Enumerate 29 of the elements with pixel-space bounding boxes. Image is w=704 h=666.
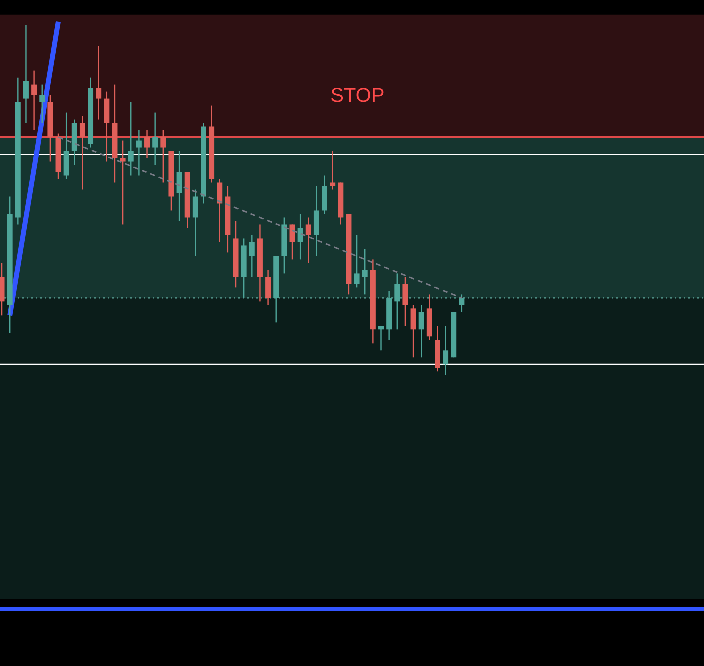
candlestick	[354, 234, 360, 288]
candlestick	[40, 84, 46, 124]
candlestick	[152, 112, 158, 166]
candlestick	[362, 248, 368, 296]
candlestick	[298, 214, 304, 260]
candlestick	[443, 326, 449, 376]
candlestick	[80, 116, 86, 190]
candlestick	[459, 294, 465, 313]
candlestick	[120, 140, 126, 226]
candlestick	[418, 304, 424, 358]
candlestick	[23, 24, 29, 124]
band-label: STOP	[332, 88, 384, 102]
candlestick	[136, 130, 142, 176]
candlestick	[160, 130, 166, 184]
candlestick	[192, 189, 198, 257]
candlestick	[306, 217, 312, 264]
candlestick	[128, 102, 134, 176]
candlestick	[176, 150, 182, 222]
candlestick	[144, 130, 150, 159]
candlestick	[394, 273, 400, 330]
candlestick	[217, 178, 223, 243]
candlestick	[32, 70, 38, 131]
candlestick	[330, 150, 336, 190]
candlestick	[266, 270, 272, 306]
candlestick	[378, 326, 384, 352]
candlestick	[402, 276, 408, 327]
candlestick	[249, 234, 255, 278]
candlestick	[96, 46, 102, 120]
candlestick	[410, 304, 416, 358]
